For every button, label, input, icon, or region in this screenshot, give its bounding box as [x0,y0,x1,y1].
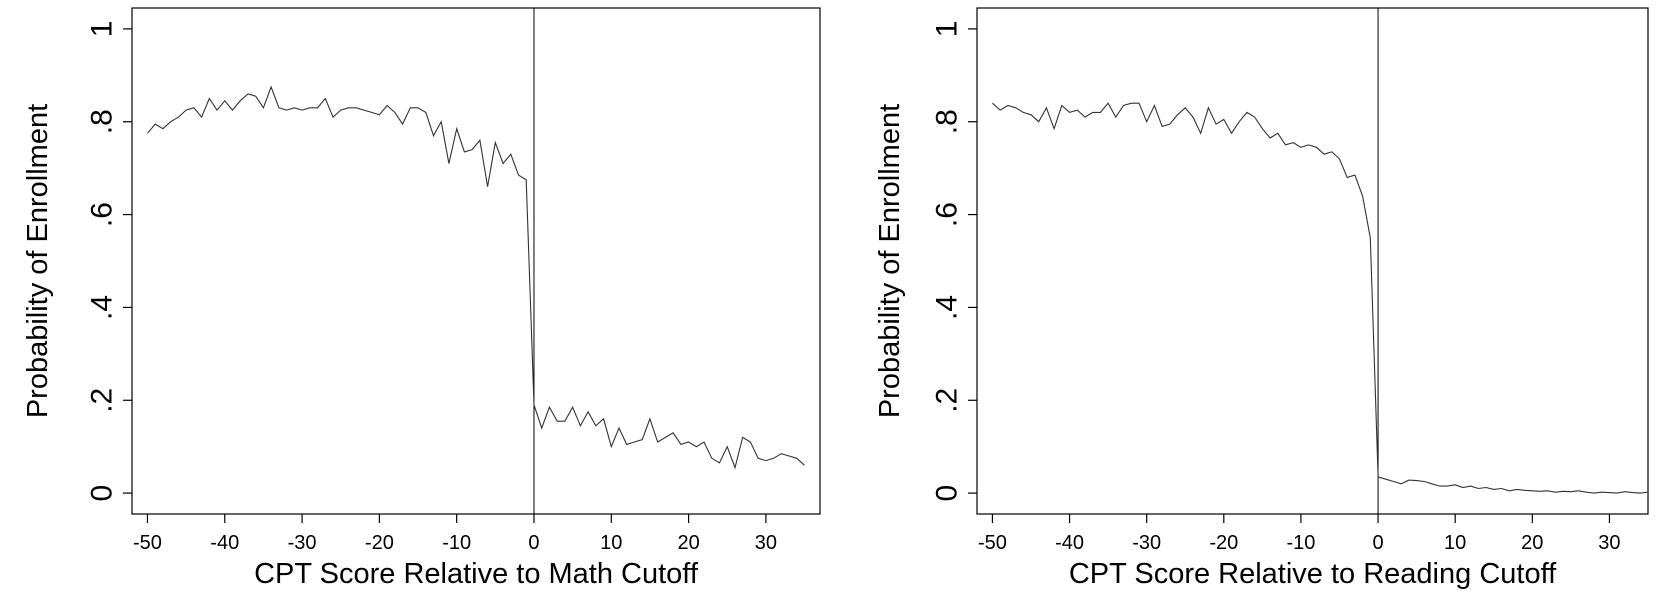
y-tick-label: 0 [86,485,119,502]
x-tick-label: 10 [1444,532,1466,554]
x-tick-label: -30 [288,532,317,554]
x-axis: -50 -40 -30 -20 -10 0 10 20 30 [978,514,1621,554]
x-tick-label: 30 [1598,532,1620,554]
y-tick-label: .4 [931,295,964,320]
reading-cutoff-panel: 0 .2 .4 .6 .8 1 -50 -40 -30 -20 -10 0 10 20 30 CPT Sc… [874,7,1649,590]
x-tick-label: 0 [1372,532,1383,554]
x-tick-label: -20 [1209,532,1238,554]
y-tick-label: .2 [86,388,119,413]
x-tick-label: 30 [755,532,777,554]
x-tick-label: -10 [442,532,471,554]
y-axis-title: Probability of Enrollment [22,104,54,418]
x-tick-label: -50 [978,532,1007,554]
x-tick-label: -10 [1286,532,1315,554]
y-tick-label: .8 [86,109,119,134]
x-tick-label: -40 [210,532,239,554]
y-axis-title: Probability of Enrollment [874,104,906,418]
y-tick-label: 1 [86,21,119,38]
x-axis-title: CPT Score Relative to Reading Cutoff [1069,558,1557,590]
x-tick-label: 20 [677,532,699,554]
y-axis: 0 .2 .4 .6 .8 1 [931,21,977,502]
y-tick-label: .4 [86,295,119,320]
x-tick-label: 10 [600,532,622,554]
math-cutoff-panel: 0 .2 .4 .6 .8 1 -50 -40 -30 -20 -10 0 10 20 30 CPT Sc… [22,7,821,590]
x-tick-label: -50 [133,532,162,554]
y-tick-label: 0 [931,485,964,502]
enrollment-line [147,85,805,470]
x-tick-label: 20 [1521,532,1543,554]
y-tick-label: .6 [931,202,964,227]
x-tick-label: -20 [365,532,394,554]
x-tick-label: -30 [1132,532,1161,554]
x-tick-label: 0 [528,532,539,554]
plot-frame [131,7,821,515]
plot-frame [976,7,1649,515]
y-tick-label: .2 [931,388,964,413]
y-tick-label: .6 [86,202,119,227]
x-tick-label: -40 [1055,532,1084,554]
y-axis: 0 .2 .4 .6 .8 1 [86,21,132,502]
y-tick-label: .8 [931,109,964,134]
y-tick-label: 1 [931,21,964,38]
enrollment-line [992,102,1649,494]
x-axis-title: CPT Score Relative to Math Cutoff [254,558,699,590]
x-axis: -50 -40 -30 -20 -10 0 10 20 30 [133,514,777,554]
